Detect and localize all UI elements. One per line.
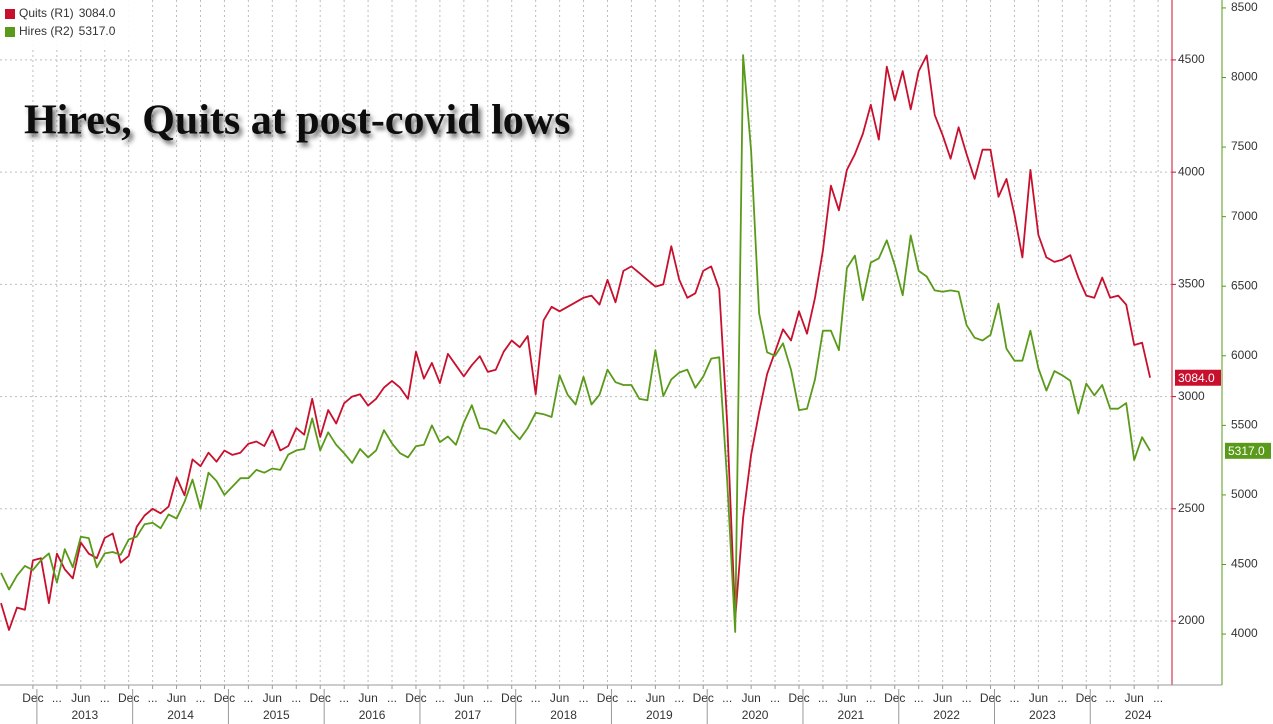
grid <box>0 0 1172 685</box>
legend-name: Quits (R1) <box>19 6 74 20</box>
last-value-label: 5317.0 <box>1228 444 1265 458</box>
x-tick-label: Jun <box>1029 691 1048 705</box>
y-tick-label: 2000 <box>1178 613 1205 627</box>
x-tick-label: Dec <box>118 691 139 705</box>
legend-box <box>0 0 148 48</box>
x-tick-label: ... <box>52 691 62 705</box>
x-tick-label: ... <box>195 691 205 705</box>
x-tick-label: ... <box>339 691 349 705</box>
y-tick-label: 4000 <box>1178 164 1205 178</box>
y-tick-label: 3500 <box>1178 277 1205 291</box>
last-value-tag <box>1225 442 1271 459</box>
legend: Quits (R1) 3084.0 Hires (R2) 5317.0 <box>0 0 148 48</box>
y2-tick-label: 6000 <box>1231 348 1258 362</box>
x-tick-label: ... <box>387 691 397 705</box>
x-tick-label: Jun <box>933 691 952 705</box>
x-tick-label: ... <box>435 691 445 705</box>
x-tick-label: Jun <box>358 691 377 705</box>
x-tick-label: Jun <box>263 691 282 705</box>
x-tick-label: ... <box>100 691 110 705</box>
x-tick-label: Jun <box>837 691 856 705</box>
x-tick-label: ... <box>866 691 876 705</box>
y2-tick-label: 5000 <box>1231 487 1258 501</box>
x-tick-label: Dec <box>693 691 714 705</box>
year-label: 2016 <box>359 708 386 722</box>
lines <box>0 54 1151 633</box>
y-tick-label: 3000 <box>1178 389 1205 403</box>
year-label: 2018 <box>550 708 577 722</box>
x-tick-label: ... <box>914 691 924 705</box>
x-tick-label: Dec <box>405 691 426 705</box>
x-tick-label: ... <box>148 691 158 705</box>
year-label: 2022 <box>933 708 960 722</box>
x-tick-label: Jun <box>646 691 665 705</box>
y2-tick-label: 8000 <box>1231 70 1258 84</box>
x-tick-label: ... <box>1057 691 1067 705</box>
legend-swatch <box>5 9 15 19</box>
x-tick-label: ... <box>483 691 493 705</box>
x-tick-label: Dec <box>214 691 235 705</box>
x-tick-label: Dec <box>597 691 618 705</box>
x-tick-label: ... <box>579 691 589 705</box>
x-tick-label: Jun <box>167 691 186 705</box>
x-tick-label: ... <box>531 691 541 705</box>
y2-tick-label: 8500 <box>1231 0 1258 14</box>
y2-tick-label: 4000 <box>1231 626 1258 640</box>
x-tick-label: Dec <box>788 691 809 705</box>
year-label: 2023 <box>1029 708 1056 722</box>
last-value-tag <box>1175 369 1221 386</box>
x-tick-label: ... <box>291 691 301 705</box>
year-label: 2017 <box>454 708 481 722</box>
x-tick-label: Dec <box>1076 691 1097 705</box>
x-tick-label: Jun <box>454 691 473 705</box>
x-tick-label: Jun <box>1124 691 1143 705</box>
x-tick-label: Dec <box>501 691 522 705</box>
series-line <box>0 54 1151 633</box>
legend-label: Hires (R2) 5317.0 <box>19 24 116 38</box>
last-value-label: 3084.0 <box>1178 371 1215 385</box>
year-label: 2013 <box>71 708 98 722</box>
legend-name: Hires (R2) <box>19 24 74 38</box>
legend-swatch <box>5 27 15 37</box>
x-tick-label: ... <box>626 691 636 705</box>
year-label: 2015 <box>263 708 290 722</box>
year-label: 2019 <box>646 708 673 722</box>
x-tick-label: ... <box>1105 691 1115 705</box>
y-tick-label: 4500 <box>1178 52 1205 66</box>
x-tick-label: Jun <box>71 691 90 705</box>
x-tick-label: Dec <box>884 691 905 705</box>
x-tick-label: Dec <box>980 691 1001 705</box>
legend-label: Quits (R1) 3084.0 <box>19 6 116 20</box>
year-label: 2021 <box>838 708 865 722</box>
x-tick-label: ... <box>962 691 972 705</box>
x-tick-label: ... <box>770 691 780 705</box>
y2-tick-label: 4500 <box>1231 557 1258 571</box>
chart-title: Hires, Quits at post-covid lows <box>24 98 570 144</box>
x-tick-label: Dec <box>310 691 331 705</box>
y2-tick-label: 6500 <box>1231 278 1258 292</box>
x-tick-label: Jun <box>550 691 569 705</box>
y-tick-label: 2500 <box>1178 501 1205 515</box>
x-tick-label: ... <box>1153 691 1163 705</box>
legend-value: 5317.0 <box>79 24 116 38</box>
x-tick-label: Jun <box>741 691 760 705</box>
x-tick-label: ... <box>674 691 684 705</box>
x-tick-label: Dec <box>22 691 43 705</box>
year-label: 2020 <box>742 708 769 722</box>
year-label: 2014 <box>167 708 194 722</box>
x-tick-label: ... <box>243 691 253 705</box>
legend-value: 3084.0 <box>79 6 116 20</box>
x-tick-label: ... <box>818 691 828 705</box>
y2-tick-label: 7500 <box>1231 139 1258 153</box>
series-line <box>0 54 1151 631</box>
y2-tick-label: 5500 <box>1231 418 1258 432</box>
y2-tick-label: 7000 <box>1231 209 1258 223</box>
year-label: 2024 <box>1125 708 1152 722</box>
x-tick-label: ... <box>722 691 732 705</box>
x-tick-label: ... <box>1009 691 1019 705</box>
